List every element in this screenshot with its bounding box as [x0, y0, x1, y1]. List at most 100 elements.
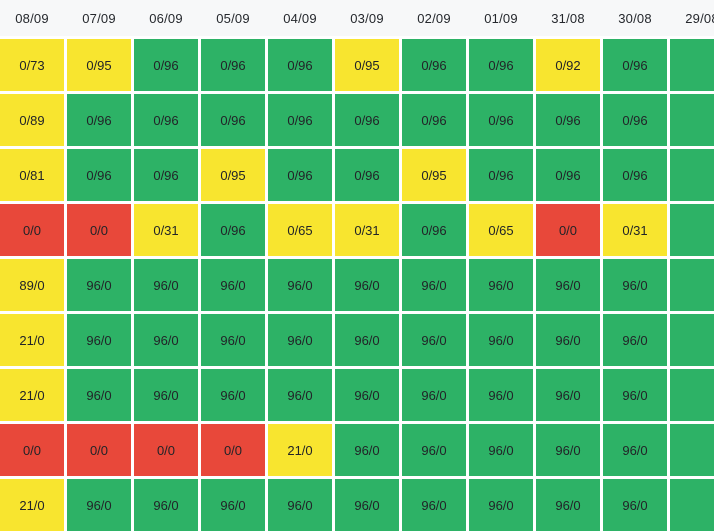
- status-cell[interactable]: 0/0: [67, 204, 131, 256]
- status-cell[interactable]: 0/89: [0, 94, 64, 146]
- status-cell[interactable]: 21/0: [0, 369, 64, 421]
- status-cell[interactable]: 0/92: [536, 39, 600, 91]
- status-cell[interactable]: 96/0: [134, 314, 198, 366]
- status-cell[interactable]: 96/0: [469, 424, 533, 476]
- status-cell[interactable]: 96/0: [402, 424, 466, 476]
- status-cell[interactable]: 0/0: [536, 204, 600, 256]
- status-cell[interactable]: 0/96: [134, 39, 198, 91]
- status-cell[interactable]: 96/0: [469, 314, 533, 366]
- status-cell[interactable]: 96/0: [402, 479, 466, 531]
- status-cell[interactable]: 0/96: [402, 39, 466, 91]
- status-cell[interactable]: 96/0: [402, 369, 466, 421]
- status-cell[interactable]: [670, 424, 714, 476]
- status-cell[interactable]: [670, 369, 714, 421]
- status-cell[interactable]: [670, 94, 714, 146]
- status-cell[interactable]: 0/96: [268, 149, 332, 201]
- status-cell[interactable]: 96/0: [335, 369, 399, 421]
- status-cell[interactable]: 96/0: [134, 259, 198, 311]
- status-cell[interactable]: 0/96: [603, 39, 667, 91]
- status-cell[interactable]: 0/0: [67, 424, 131, 476]
- status-cell[interactable]: 0/96: [469, 39, 533, 91]
- status-cell[interactable]: 0/96: [134, 94, 198, 146]
- status-cell[interactable]: 96/0: [335, 259, 399, 311]
- status-cell[interactable]: 0/96: [469, 149, 533, 201]
- status-cell[interactable]: 96/0: [201, 479, 265, 531]
- status-cell[interactable]: 96/0: [67, 369, 131, 421]
- status-cell[interactable]: 96/0: [536, 479, 600, 531]
- status-cell[interactable]: 0/96: [201, 204, 265, 256]
- status-cell[interactable]: [670, 39, 714, 91]
- status-cell[interactable]: 96/0: [67, 314, 131, 366]
- status-cell[interactable]: 0/96: [268, 39, 332, 91]
- status-cell[interactable]: 96/0: [603, 259, 667, 311]
- status-cell[interactable]: 0/96: [402, 94, 466, 146]
- status-cell[interactable]: 96/0: [469, 259, 533, 311]
- status-cell[interactable]: 96/0: [134, 479, 198, 531]
- status-cell[interactable]: 96/0: [134, 369, 198, 421]
- status-cell[interactable]: 0/0: [0, 204, 64, 256]
- status-cell[interactable]: 21/0: [0, 314, 64, 366]
- status-cell[interactable]: 96/0: [67, 259, 131, 311]
- status-cell[interactable]: 0/96: [268, 94, 332, 146]
- status-cell[interactable]: 0/96: [67, 94, 131, 146]
- status-cell[interactable]: 0/96: [201, 94, 265, 146]
- status-cell[interactable]: [670, 149, 714, 201]
- status-cell[interactable]: 96/0: [268, 259, 332, 311]
- status-cell[interactable]: 96/0: [201, 259, 265, 311]
- status-cell[interactable]: 0/96: [536, 149, 600, 201]
- status-cell[interactable]: 0/95: [335, 39, 399, 91]
- status-cell[interactable]: 96/0: [67, 479, 131, 531]
- status-cell[interactable]: 96/0: [603, 369, 667, 421]
- status-cell[interactable]: 0/96: [603, 94, 667, 146]
- status-cell[interactable]: 96/0: [402, 259, 466, 311]
- status-cell[interactable]: 96/0: [603, 314, 667, 366]
- status-cell[interactable]: 96/0: [536, 369, 600, 421]
- status-cell[interactable]: 0/31: [603, 204, 667, 256]
- status-cell[interactable]: 96/0: [335, 424, 399, 476]
- status-cell[interactable]: [670, 479, 714, 531]
- status-cell[interactable]: 0/73: [0, 39, 64, 91]
- status-cell[interactable]: 0/95: [201, 149, 265, 201]
- status-cell[interactable]: 96/0: [536, 259, 600, 311]
- status-cell[interactable]: [670, 259, 714, 311]
- status-cell[interactable]: 0/96: [134, 149, 198, 201]
- status-cell[interactable]: 96/0: [536, 314, 600, 366]
- table-row: 0/73 0/95 0/96 0/96 0/96 0/95 0/96 0/96 0/92 0/96: [0, 39, 714, 91]
- status-cell[interactable]: 96/0: [603, 479, 667, 531]
- status-cell[interactable]: 0/96: [603, 149, 667, 201]
- status-cell[interactable]: 0/96: [335, 94, 399, 146]
- status-cell[interactable]: 0/65: [268, 204, 332, 256]
- status-cell[interactable]: 0/31: [335, 204, 399, 256]
- status-cell[interactable]: 21/0: [268, 424, 332, 476]
- status-cell[interactable]: 0/95: [67, 39, 131, 91]
- status-cell[interactable]: 96/0: [469, 369, 533, 421]
- status-cell[interactable]: 96/0: [402, 314, 466, 366]
- status-cell[interactable]: 96/0: [201, 369, 265, 421]
- status-cell[interactable]: 96/0: [536, 424, 600, 476]
- status-cell[interactable]: 96/0: [469, 479, 533, 531]
- status-cell[interactable]: 0/96: [469, 94, 533, 146]
- status-cell[interactable]: 21/0: [0, 479, 64, 531]
- status-cell[interactable]: 96/0: [201, 314, 265, 366]
- status-cell[interactable]: 0/96: [536, 94, 600, 146]
- status-cell[interactable]: 0/0: [0, 424, 64, 476]
- status-cell[interactable]: 0/81: [0, 149, 64, 201]
- status-cell[interactable]: 0/96: [67, 149, 131, 201]
- status-cell[interactable]: [670, 204, 714, 256]
- status-cell[interactable]: 0/65: [469, 204, 533, 256]
- status-cell[interactable]: 0/0: [134, 424, 198, 476]
- status-cell[interactable]: 96/0: [268, 314, 332, 366]
- status-cell[interactable]: 0/31: [134, 204, 198, 256]
- status-cell[interactable]: 0/95: [402, 149, 466, 201]
- status-cell[interactable]: 0/96: [201, 39, 265, 91]
- status-cell[interactable]: 96/0: [268, 479, 332, 531]
- status-cell[interactable]: 0/96: [402, 204, 466, 256]
- status-cell[interactable]: 0/96: [335, 149, 399, 201]
- status-cell[interactable]: 96/0: [603, 424, 667, 476]
- status-cell[interactable]: 96/0: [268, 369, 332, 421]
- status-cell[interactable]: 96/0: [335, 479, 399, 531]
- status-cell[interactable]: 96/0: [335, 314, 399, 366]
- status-cell[interactable]: 89/0: [0, 259, 64, 311]
- status-cell[interactable]: 0/0: [201, 424, 265, 476]
- status-cell[interactable]: [670, 314, 714, 366]
